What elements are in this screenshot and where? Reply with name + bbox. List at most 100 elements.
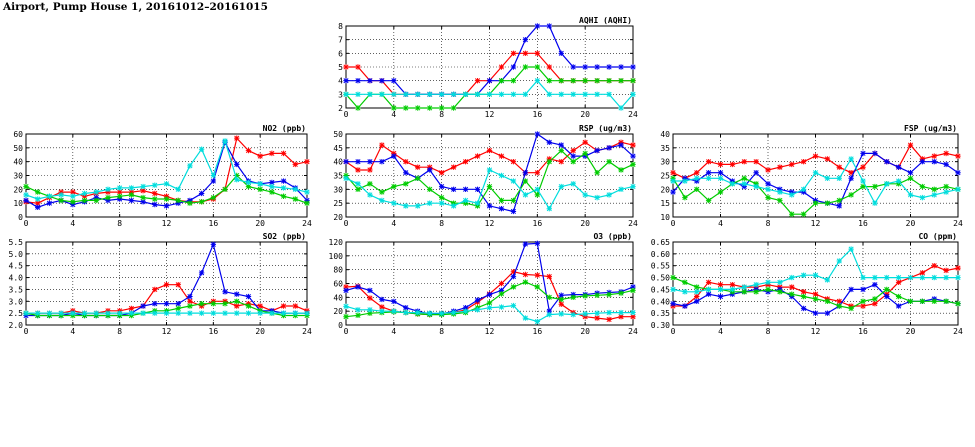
data-point: [800, 186, 807, 193]
x-tick-label: 12: [811, 327, 821, 336]
data-point: [872, 183, 878, 190]
data-point: [943, 150, 949, 157]
data-point: [187, 310, 193, 316]
data-point: [486, 183, 493, 190]
x-tick-label: 0: [344, 219, 349, 228]
data-point: [462, 305, 469, 311]
data-point: [884, 293, 890, 300]
x-tick-label: 20: [580, 219, 590, 228]
data-point: [304, 189, 310, 195]
y-tick-label: 40: [13, 158, 23, 167]
data-point: [474, 297, 481, 303]
data-point: [462, 200, 469, 206]
data-point: [355, 307, 361, 313]
data-point: [379, 158, 385, 165]
data-point: [391, 150, 397, 157]
data-point: [257, 153, 263, 159]
data-point: [367, 181, 373, 187]
data-point: [895, 274, 902, 281]
data-point: [824, 200, 831, 206]
data-point: [824, 310, 831, 316]
data-point: [163, 281, 170, 288]
y-tick-label: 50: [13, 144, 23, 153]
data-point: [919, 274, 926, 281]
x-tick-label: 8: [117, 219, 122, 228]
x-tick-label: 0: [671, 327, 676, 336]
y-tick-label: 3: [338, 90, 343, 99]
data-point: [582, 64, 588, 70]
data-point: [694, 178, 700, 184]
data-point: [800, 293, 807, 300]
data-point: [694, 289, 700, 295]
data-point: [717, 286, 724, 293]
data-point: [534, 64, 541, 70]
data-point: [23, 310, 29, 316]
data-point: [415, 203, 421, 209]
data-point: [35, 200, 41, 206]
data-point: [558, 158, 564, 165]
data-point: [777, 189, 783, 195]
y-tick-label: 4: [338, 77, 343, 86]
data-point: [198, 300, 205, 307]
x-tick-label: 8: [766, 219, 771, 228]
data-point: [895, 279, 902, 286]
series-blue: [670, 150, 961, 209]
data-point: [304, 158, 310, 165]
data-point: [187, 293, 193, 300]
data-point: [257, 310, 263, 316]
data-point: [522, 241, 529, 247]
data-point: [534, 240, 541, 247]
data-point: [403, 309, 409, 316]
data-point: [777, 289, 783, 295]
data-point: [379, 77, 385, 84]
data-point: [510, 77, 517, 84]
data-point: [812, 200, 819, 206]
data-point: [175, 310, 181, 316]
data-point: [163, 181, 170, 187]
data-point: [582, 77, 588, 84]
data-point: [379, 296, 385, 303]
data-point: [534, 170, 541, 176]
data-point: [694, 284, 700, 290]
data-point: [70, 310, 76, 316]
chart-aqhi: 0 4 8 12 16 20 24 2 3 4 5 6 7 8 AQHI (AQHI): [338, 16, 638, 119]
y-tick-label: 15: [660, 199, 670, 208]
data-point: [895, 181, 902, 187]
data-point: [367, 167, 373, 173]
data-point: [269, 310, 275, 316]
data-point: [860, 286, 866, 293]
data-point: [450, 186, 457, 193]
data-point: [753, 289, 759, 295]
data-point: [694, 298, 700, 304]
data-point: [81, 197, 88, 204]
data-point: [546, 273, 552, 280]
data-point: [836, 203, 842, 209]
data-point: [955, 186, 961, 193]
data-point: [546, 311, 552, 318]
y-tick-label: 0: [338, 321, 343, 330]
data-point: [510, 208, 517, 215]
data-point: [187, 200, 193, 206]
data-point: [450, 203, 457, 209]
data-point: [848, 192, 854, 198]
data-point: [729, 161, 736, 168]
data-point: [800, 272, 807, 278]
data-point: [391, 105, 397, 111]
data-point: [534, 186, 541, 193]
y-tick-label: 10: [13, 199, 23, 208]
x-tick-label: 8: [439, 110, 444, 119]
data-point: [943, 267, 949, 274]
data-point: [415, 175, 421, 181]
data-point: [367, 91, 373, 98]
y-tick-label: 20: [13, 185, 23, 194]
data-point: [682, 303, 688, 309]
data-point: [355, 167, 361, 173]
data-point: [269, 189, 275, 195]
data-point: [450, 91, 457, 98]
data-point: [23, 183, 29, 190]
data-point: [187, 197, 193, 204]
data-point: [618, 290, 624, 296]
data-point: [93, 310, 99, 316]
data-point: [872, 300, 878, 307]
x-tick-label: 0: [344, 110, 349, 119]
